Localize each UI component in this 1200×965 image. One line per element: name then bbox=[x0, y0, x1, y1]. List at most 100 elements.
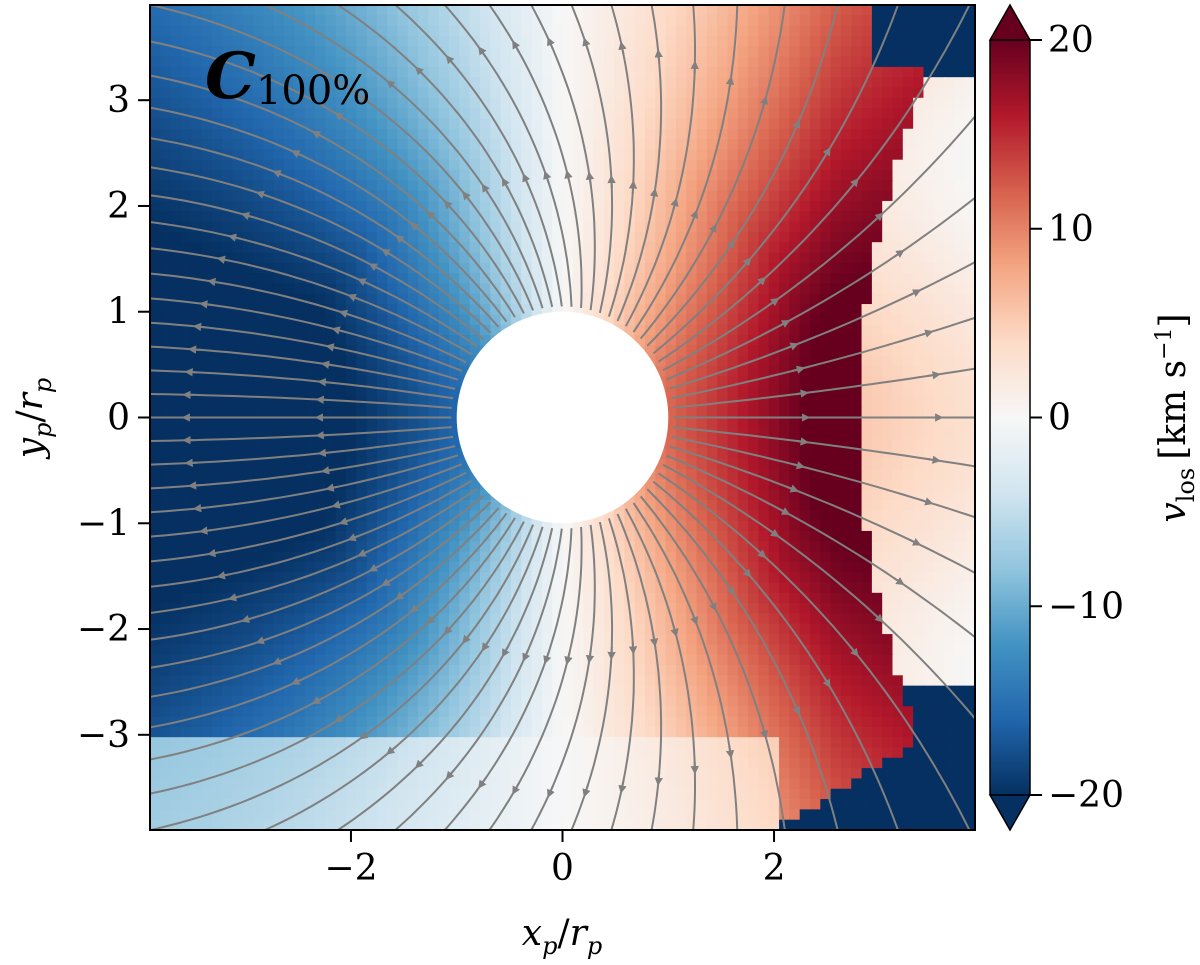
heatmap-cell bbox=[675, 427, 687, 439]
heatmap-cell bbox=[748, 118, 760, 130]
heatmap-cell bbox=[500, 530, 512, 542]
heatmap-cell bbox=[211, 592, 223, 604]
heatmap-cell bbox=[170, 180, 182, 192]
heatmap-cell bbox=[871, 5, 883, 16]
heatmap-cell bbox=[892, 211, 904, 223]
heatmap-cell bbox=[810, 448, 821, 460]
heatmap-cell bbox=[284, 314, 295, 326]
heatmap-cell bbox=[572, 551, 584, 563]
heatmap-cell bbox=[758, 603, 770, 615]
heatmap-cell bbox=[294, 15, 306, 27]
heatmap-cell bbox=[779, 283, 790, 295]
heatmap-cell bbox=[180, 25, 192, 37]
heatmap-cell bbox=[706, 304, 718, 315]
heatmap-cell bbox=[830, 242, 842, 254]
heatmap-cell bbox=[562, 97, 574, 109]
heatmap-cell bbox=[717, 128, 729, 140]
heatmap-cell bbox=[201, 190, 213, 202]
heatmap-cell bbox=[222, 438, 234, 450]
heatmap-cell bbox=[810, 283, 821, 295]
heatmap-cell bbox=[624, 592, 636, 604]
heatmap-cell bbox=[510, 252, 522, 264]
heatmap-cell bbox=[727, 407, 739, 419]
heatmap-cell bbox=[263, 159, 275, 171]
heatmap-cell bbox=[356, 386, 368, 398]
heatmap-cell bbox=[964, 427, 975, 439]
heatmap-cell bbox=[387, 97, 399, 109]
heatmap-cell bbox=[449, 407, 460, 419]
heatmap-cell bbox=[645, 335, 656, 346]
heatmap-cell bbox=[242, 365, 254, 377]
heatmap-cell bbox=[397, 582, 409, 594]
heatmap-cell bbox=[572, 520, 584, 532]
heatmap-cell bbox=[428, 500, 440, 511]
heatmap-cell bbox=[541, 87, 553, 99]
heatmap-cell bbox=[345, 35, 357, 47]
heatmap-cell bbox=[768, 458, 780, 470]
heatmap-cell bbox=[232, 200, 244, 212]
heatmap-cell bbox=[779, 262, 790, 274]
heatmap-cell bbox=[933, 417, 945, 429]
heatmap-cell bbox=[345, 510, 357, 522]
heatmap-cell bbox=[913, 97, 925, 109]
heatmap-cell bbox=[480, 66, 491, 78]
heatmap-cell bbox=[768, 345, 780, 357]
heatmap-cell bbox=[645, 479, 656, 491]
heatmap-cell bbox=[789, 345, 801, 357]
heatmap-cell bbox=[201, 634, 213, 645]
heatmap-cell bbox=[428, 56, 440, 68]
heatmap-cell bbox=[480, 139, 491, 150]
heatmap-cell bbox=[706, 149, 718, 161]
heatmap-cell bbox=[717, 190, 729, 202]
heatmap-cell bbox=[799, 118, 811, 130]
heatmap-cell bbox=[851, 551, 863, 563]
heatmap-cell bbox=[469, 149, 481, 161]
heatmap-cell bbox=[861, 592, 873, 604]
heatmap-cell bbox=[861, 335, 873, 346]
heatmap-cell bbox=[449, 489, 460, 501]
heatmap-cell bbox=[861, 35, 873, 47]
heatmap-cell bbox=[593, 582, 605, 594]
heatmap-cell bbox=[490, 551, 502, 563]
heatmap-cell bbox=[933, 273, 945, 285]
heatmap-cell bbox=[284, 190, 295, 202]
heatmap-cell bbox=[253, 355, 265, 367]
heatmap-cell bbox=[552, 572, 564, 584]
heatmap-cell bbox=[325, 623, 337, 635]
heatmap-cell bbox=[315, 170, 326, 181]
heatmap-cell bbox=[315, 582, 326, 594]
heatmap-cell bbox=[645, 262, 656, 274]
heatmap-cell bbox=[820, 592, 832, 604]
heatmap-cell bbox=[944, 572, 955, 584]
heatmap-cell bbox=[387, 211, 399, 223]
heatmap-cell bbox=[913, 530, 925, 542]
heatmap-cell bbox=[665, 510, 677, 522]
heatmap-cell bbox=[810, 66, 821, 78]
heatmap-cell bbox=[861, 520, 873, 532]
heatmap-cell bbox=[572, 170, 584, 181]
heatmap-cell bbox=[418, 5, 430, 16]
heatmap-cell bbox=[500, 252, 512, 264]
heatmap-cell bbox=[840, 407, 852, 419]
heatmap-cell bbox=[273, 221, 285, 233]
heatmap-cell bbox=[449, 603, 460, 615]
heatmap-cell bbox=[273, 231, 285, 243]
heatmap-cell bbox=[304, 108, 316, 120]
heatmap-cell bbox=[531, 66, 543, 78]
heatmap-cell bbox=[376, 572, 388, 584]
heatmap-cell bbox=[902, 25, 914, 37]
heatmap-cell bbox=[449, 500, 460, 511]
heatmap-cell bbox=[232, 118, 244, 130]
heatmap-cell bbox=[180, 128, 192, 140]
heatmap-cell bbox=[552, 149, 564, 161]
heatmap-cell bbox=[211, 56, 223, 68]
heatmap-cell bbox=[902, 252, 914, 264]
heatmap-cell bbox=[418, 458, 430, 470]
heatmap-cell bbox=[820, 427, 832, 439]
heatmap-cell bbox=[211, 448, 223, 460]
heatmap-cell bbox=[180, 572, 192, 584]
heatmap-cell bbox=[840, 623, 852, 635]
heatmap-cell bbox=[150, 407, 161, 419]
heatmap-cell bbox=[562, 35, 574, 47]
heatmap-cell bbox=[902, 634, 914, 645]
